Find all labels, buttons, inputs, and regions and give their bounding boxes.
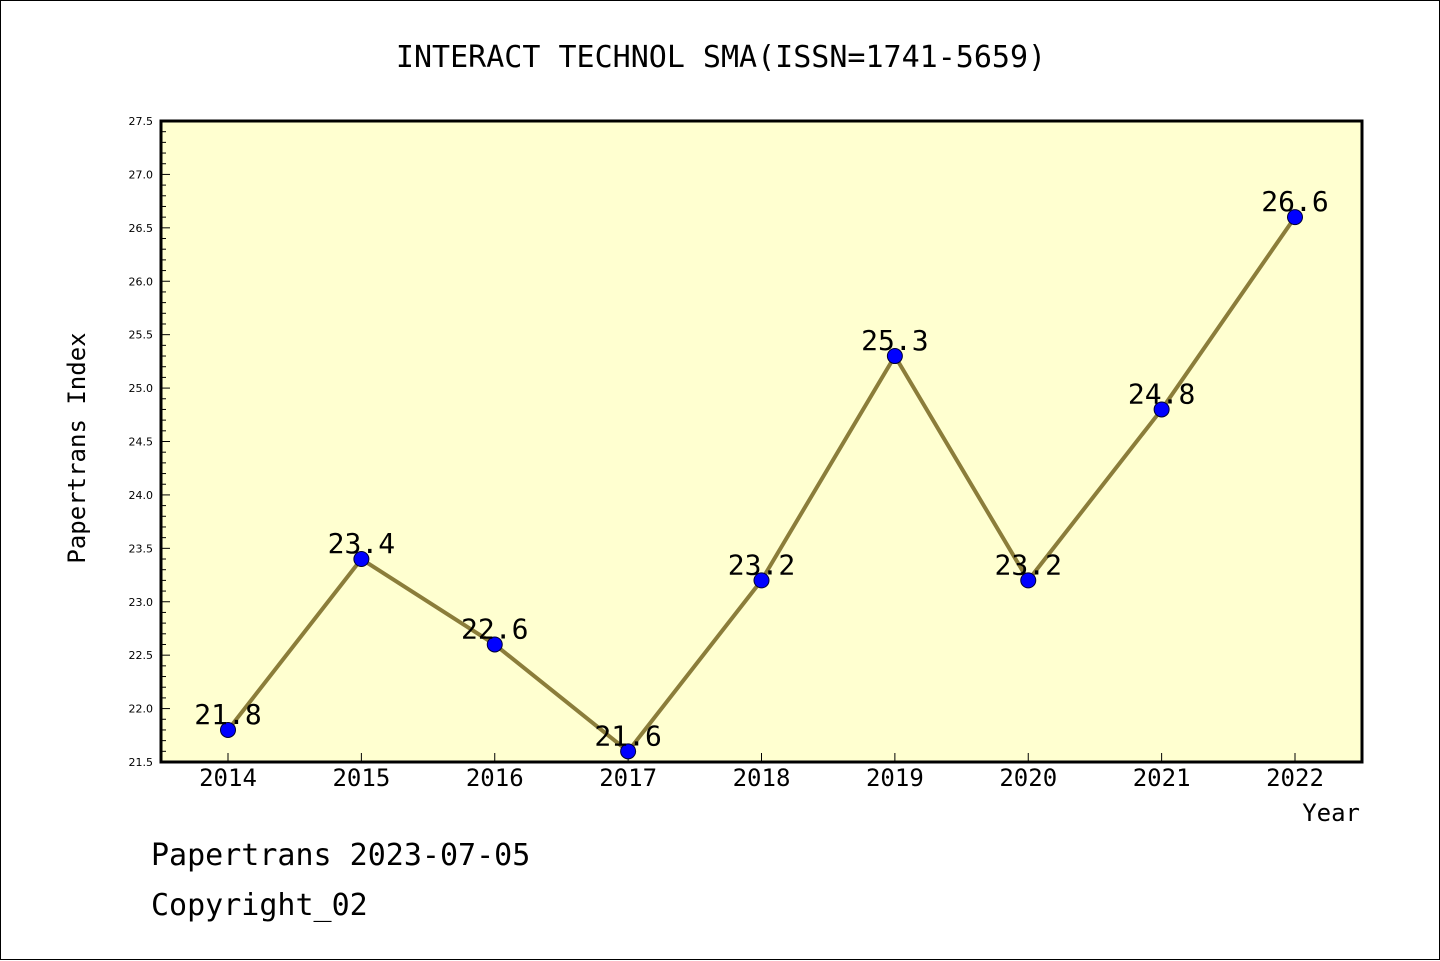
plot-area [159,119,1364,764]
x-tick-label: 2016 [466,764,524,792]
series-markers [220,209,1303,760]
data-point-2021 [1153,401,1170,418]
data-label-2017: 21.6 [594,719,661,752]
x-tick-label: 2014 [199,764,257,792]
y-tick-label: 26.5 [129,222,154,235]
data-label-2018: 23.2 [728,548,795,581]
y-tick-label: 24.5 [129,436,154,449]
data-label-2021: 24.8 [1128,377,1195,410]
data-label-2015: 23.4 [328,527,395,560]
x-axis-tick-labels: 2014 2015 2016 2017 2018 2019 2020 2021 2022 [199,764,1324,792]
y-tick-label: 22.0 [129,703,154,716]
data-label-2022: 26.6 [1261,185,1328,218]
data-point-2016 [486,636,503,653]
data-label-2014: 21.8 [194,698,261,731]
data-point-2019 [886,348,903,365]
data-label-2020: 23.2 [995,548,1062,581]
chart-title: INTERACT TECHNOL SMA(ISSN=1741-5659) [396,40,1046,75]
y-tick-label: 21.5 [129,756,154,769]
data-point-2014 [220,721,236,738]
footer-copyright: Copyright_02 [151,888,368,923]
data-point-2018 [753,572,770,589]
y-axis-ticks [161,120,170,763]
data-labels: 21.8 23.4 22.6 21.6 23.2 25.3 23.2 24.8 26.6 [194,185,1328,752]
y-tick-label: 23.5 [129,542,154,555]
data-point-2017 [620,743,637,760]
y-tick-label: 25.5 [129,329,154,342]
x-tick-label: 2022 [1266,764,1324,792]
x-tick-label: 2020 [999,764,1057,792]
y-tick-label: 27.0 [129,168,154,181]
y-axis-label: Papertrans Index [63,332,91,563]
footer-source-date: Papertrans 2023-07-05 [151,838,530,873]
y-tick-label: 26.0 [129,275,154,288]
x-axis-label: Year [1302,799,1360,827]
y-tick-label: 27.5 [129,115,154,128]
x-tick-label: 2015 [332,764,390,792]
y-tick-label: 25.0 [129,382,154,395]
x-tick-label: 2021 [1133,764,1191,792]
y-tick-label: 23.0 [129,596,154,609]
data-point-2020 [1020,572,1037,589]
y-tick-label: 22.5 [129,649,154,662]
x-tick-label: 2019 [866,764,924,792]
x-tick-label: 2018 [733,764,791,792]
y-tick-label: 24.0 [129,489,154,502]
data-label-2016: 22.6 [461,612,528,645]
data-point-2015 [353,551,370,568]
x-tick-label: 2017 [599,764,657,792]
data-point-2022 [1287,209,1303,226]
data-label-2019: 25.3 [861,324,928,357]
y-axis-tick-labels: 21.5 22.0 22.5 23.0 23.5 24.0 24.5 25.0 25.5 26.0… [129,115,154,769]
